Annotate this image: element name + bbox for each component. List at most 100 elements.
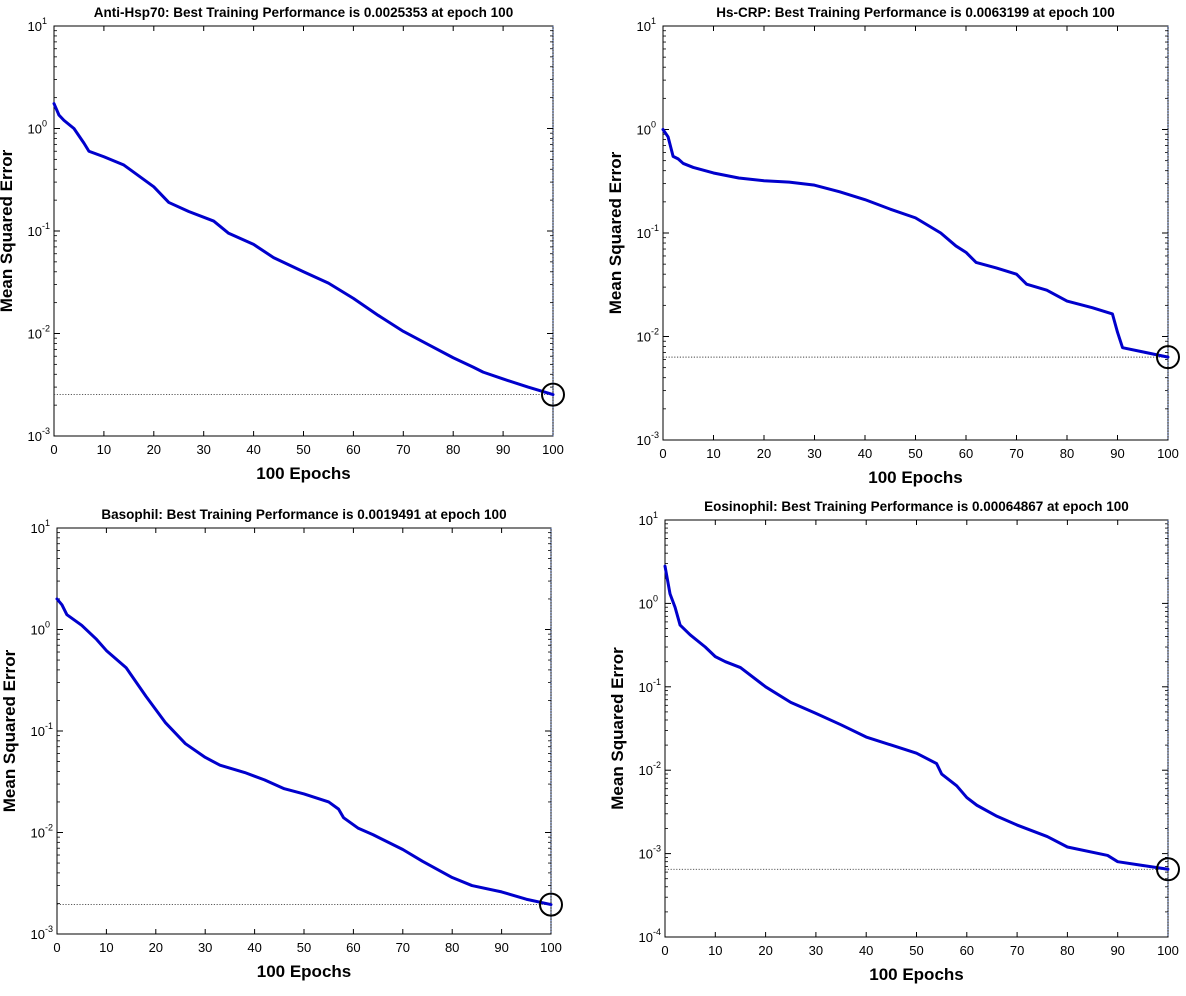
- y-tick-exponent: -4: [653, 927, 661, 937]
- training-performance-line: [55, 597, 553, 907]
- plot-area: [53, 25, 554, 437]
- y-tick-label: 10: [639, 680, 653, 695]
- y-tick-exponent: -2: [653, 760, 661, 770]
- y-tick-exponent: -1: [42, 221, 50, 231]
- best-point-marker: [1156, 857, 1180, 882]
- plot-area: [56, 527, 552, 935]
- x-tick-label: 80: [445, 940, 459, 955]
- x-tick-label: 30: [198, 940, 212, 955]
- y-tick-label: 10: [637, 330, 651, 345]
- y-tick-label: 10: [639, 513, 653, 528]
- x-tick-label: 100: [1157, 943, 1179, 958]
- x-tick-label: 60: [346, 442, 360, 457]
- y-tick-exponent: 1: [42, 16, 47, 26]
- x-tick-label: 90: [494, 940, 508, 955]
- chart-title: Eosinophil: Best Training Performance is…: [704, 499, 1129, 514]
- best-point-marker: [1156, 345, 1180, 370]
- x-tick-label: 30: [807, 446, 821, 461]
- x-tick-label: 100: [1157, 446, 1179, 461]
- y-tick-exponent: 1: [651, 16, 656, 26]
- x-tick-label: 0: [53, 940, 60, 955]
- plot-area: [662, 25, 1169, 441]
- y-tick-label: 10: [637, 123, 651, 138]
- y-tick-label: 10: [637, 433, 651, 448]
- y-tick-exponent: -1: [653, 677, 661, 687]
- y-tick-exponent: 0: [651, 120, 656, 130]
- x-tick-label: 90: [1110, 446, 1124, 461]
- y-tick-exponent: -3: [651, 430, 659, 440]
- y-tick-label: 10: [639, 847, 653, 862]
- x-tick-label: 20: [147, 442, 161, 457]
- x-tick-label: 70: [1009, 446, 1023, 461]
- x-tick-label: 10: [708, 943, 722, 958]
- best-point-marker: [541, 382, 565, 407]
- x-tick-label: 60: [346, 940, 360, 955]
- x-tick-label: 60: [959, 446, 973, 461]
- x-tick-label: 0: [661, 943, 668, 958]
- plot-area: [664, 519, 1169, 938]
- x-tick-label: 80: [446, 442, 460, 457]
- y-tick-label: 10: [637, 226, 651, 241]
- y-tick-exponent: 1: [653, 510, 658, 520]
- y-tick-label: 10: [637, 19, 651, 34]
- x-tick-label: 20: [758, 943, 772, 958]
- x-tick-label: 90: [496, 442, 510, 457]
- x-axis-label: 100 Epochs: [869, 965, 964, 984]
- x-tick-label: 0: [659, 446, 666, 461]
- x-tick-label: 0: [50, 442, 57, 457]
- x-tick-label: 30: [196, 442, 210, 457]
- x-tick-label: 40: [247, 940, 261, 955]
- chart-title: Basophil: Best Training Performance is 0…: [101, 507, 506, 522]
- x-tick-label: 80: [1060, 446, 1074, 461]
- x-tick-label: 10: [99, 940, 113, 955]
- y-tick-label: 10: [28, 327, 42, 342]
- x-tick-label: 90: [1110, 943, 1124, 958]
- x-tick-label: 70: [1010, 943, 1024, 958]
- x-tick-label: 50: [909, 943, 923, 958]
- x-tick-label: 100: [540, 940, 562, 955]
- y-tick-exponent: -1: [45, 721, 53, 731]
- y-tick-label: 10: [28, 19, 42, 34]
- x-tick-label: 40: [246, 442, 260, 457]
- y-tick-exponent: 1: [45, 518, 50, 528]
- x-tick-label: 60: [960, 943, 974, 958]
- y-tick-exponent: -3: [42, 426, 50, 436]
- y-tick-label: 10: [639, 763, 653, 778]
- y-tick-exponent: -3: [45, 924, 53, 934]
- y-tick-exponent: -2: [45, 823, 53, 833]
- x-tick-label: 20: [149, 940, 163, 955]
- y-tick-label: 10: [31, 623, 45, 638]
- y-tick-exponent: -3: [653, 844, 661, 854]
- y-tick-label: 10: [31, 927, 45, 942]
- x-tick-label: 100: [542, 442, 564, 457]
- y-tick-label: 10: [31, 521, 45, 536]
- y-axis-label: Mean Squared Error: [0, 149, 16, 312]
- x-axis-label: 100 Epochs: [257, 962, 352, 981]
- y-tick-label: 10: [639, 596, 653, 611]
- y-tick-label: 10: [31, 724, 45, 739]
- training-performance-line: [52, 102, 555, 397]
- training-performance-line: [663, 564, 1170, 871]
- y-tick-exponent: -2: [42, 324, 50, 334]
- chart-title: Hs-CRP: Best Training Performance is 0.0…: [716, 5, 1114, 20]
- y-tick-exponent: 0: [653, 593, 658, 603]
- x-tick-label: 80: [1060, 943, 1074, 958]
- y-axis-label: Mean Squared Error: [0, 649, 19, 812]
- x-axis-label: 100 Epochs: [256, 464, 351, 483]
- x-tick-label: 30: [809, 943, 823, 958]
- x-tick-label: 70: [396, 442, 410, 457]
- x-tick-label: 10: [706, 446, 720, 461]
- y-tick-label: 10: [639, 930, 653, 945]
- y-tick-label: 10: [28, 122, 42, 137]
- x-axis-label: 100 Epochs: [868, 468, 963, 487]
- chart-title: Anti-Hsp70: Best Training Performance is…: [94, 5, 513, 20]
- x-tick-label: 10: [97, 442, 111, 457]
- y-tick-label: 10: [31, 826, 45, 841]
- y-tick-label: 10: [28, 429, 42, 444]
- y-tick-label: 10: [28, 224, 42, 239]
- x-tick-label: 50: [908, 446, 922, 461]
